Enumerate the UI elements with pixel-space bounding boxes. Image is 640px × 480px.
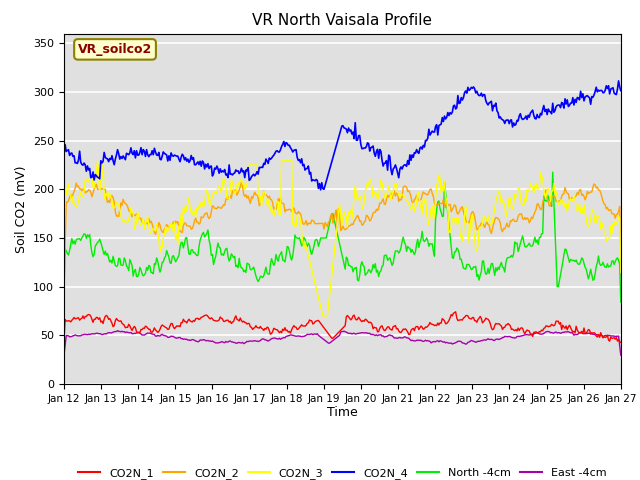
CO2N_2 [617,249,625,255]
CO2N_3 [617,270,625,276]
CO2N_4 [329,155,337,161]
North -4cm [605,264,612,270]
CO2N_4 [617,88,625,94]
CO2N_3 [330,252,338,258]
CO2N_3 [278,157,285,163]
CO2N_3 [364,184,371,190]
CO2N_4 [60,152,68,157]
North -4cm [516,240,524,246]
North -4cm [392,248,399,254]
Line: East -4cm: East -4cm [64,331,621,355]
East -4cm [362,330,370,336]
CO2N_2 [326,218,333,224]
North -4cm [60,292,68,298]
CO2N_4 [605,83,612,89]
CO2N_4 [362,144,370,149]
CO2N_1 [617,339,625,345]
CO2N_1 [518,325,525,331]
CO2N_2 [362,212,370,218]
CO2N_3 [519,201,527,207]
East -4cm [518,333,525,339]
CO2N_4 [393,166,401,171]
Y-axis label: Soil CO2 (mV): Soil CO2 (mV) [15,165,28,252]
North -4cm [617,299,625,305]
North -4cm [328,211,335,216]
CO2N_4 [326,167,333,172]
North -4cm [549,169,557,175]
CO2N_1 [60,338,68,344]
North -4cm [324,226,332,231]
East -4cm [605,333,612,338]
Line: CO2N_2: CO2N_2 [64,182,621,288]
CO2N_3 [319,313,326,319]
X-axis label: Time: Time [327,407,358,420]
CO2N_2 [329,220,337,226]
CO2N_4 [518,115,525,121]
CO2N_4 [317,187,324,193]
CO2N_2 [60,285,68,291]
CO2N_2 [393,190,401,196]
North -4cm [362,273,369,278]
CO2N_4 [615,78,623,84]
CO2N_2 [605,208,612,214]
East -4cm [60,352,68,358]
East -4cm [617,352,625,358]
Line: CO2N_4: CO2N_4 [64,81,621,190]
Line: CO2N_3: CO2N_3 [64,160,621,316]
Line: CO2N_1: CO2N_1 [64,312,621,342]
CO2N_1 [328,336,335,341]
CO2N_1 [362,316,369,322]
CO2N_3 [60,247,68,253]
Text: VR_soilco2: VR_soilco2 [78,43,152,56]
Line: North -4cm: North -4cm [64,172,621,302]
East -4cm [114,328,122,334]
CO2N_3 [327,282,335,288]
CO2N_3 [394,189,401,195]
East -4cm [393,335,401,341]
CO2N_1 [452,309,460,315]
CO2N_3 [606,235,614,240]
Title: VR North Vaisala Profile: VR North Vaisala Profile [252,13,433,28]
CO2N_2 [237,180,245,185]
East -4cm [329,337,337,343]
CO2N_2 [518,211,525,216]
CO2N_1 [392,323,399,328]
CO2N_1 [324,331,332,336]
CO2N_1 [605,337,612,343]
East -4cm [326,340,333,346]
Legend: CO2N_1, CO2N_2, CO2N_3, CO2N_4, North -4cm, East -4cm: CO2N_1, CO2N_2, CO2N_3, CO2N_4, North -4… [74,464,611,480]
